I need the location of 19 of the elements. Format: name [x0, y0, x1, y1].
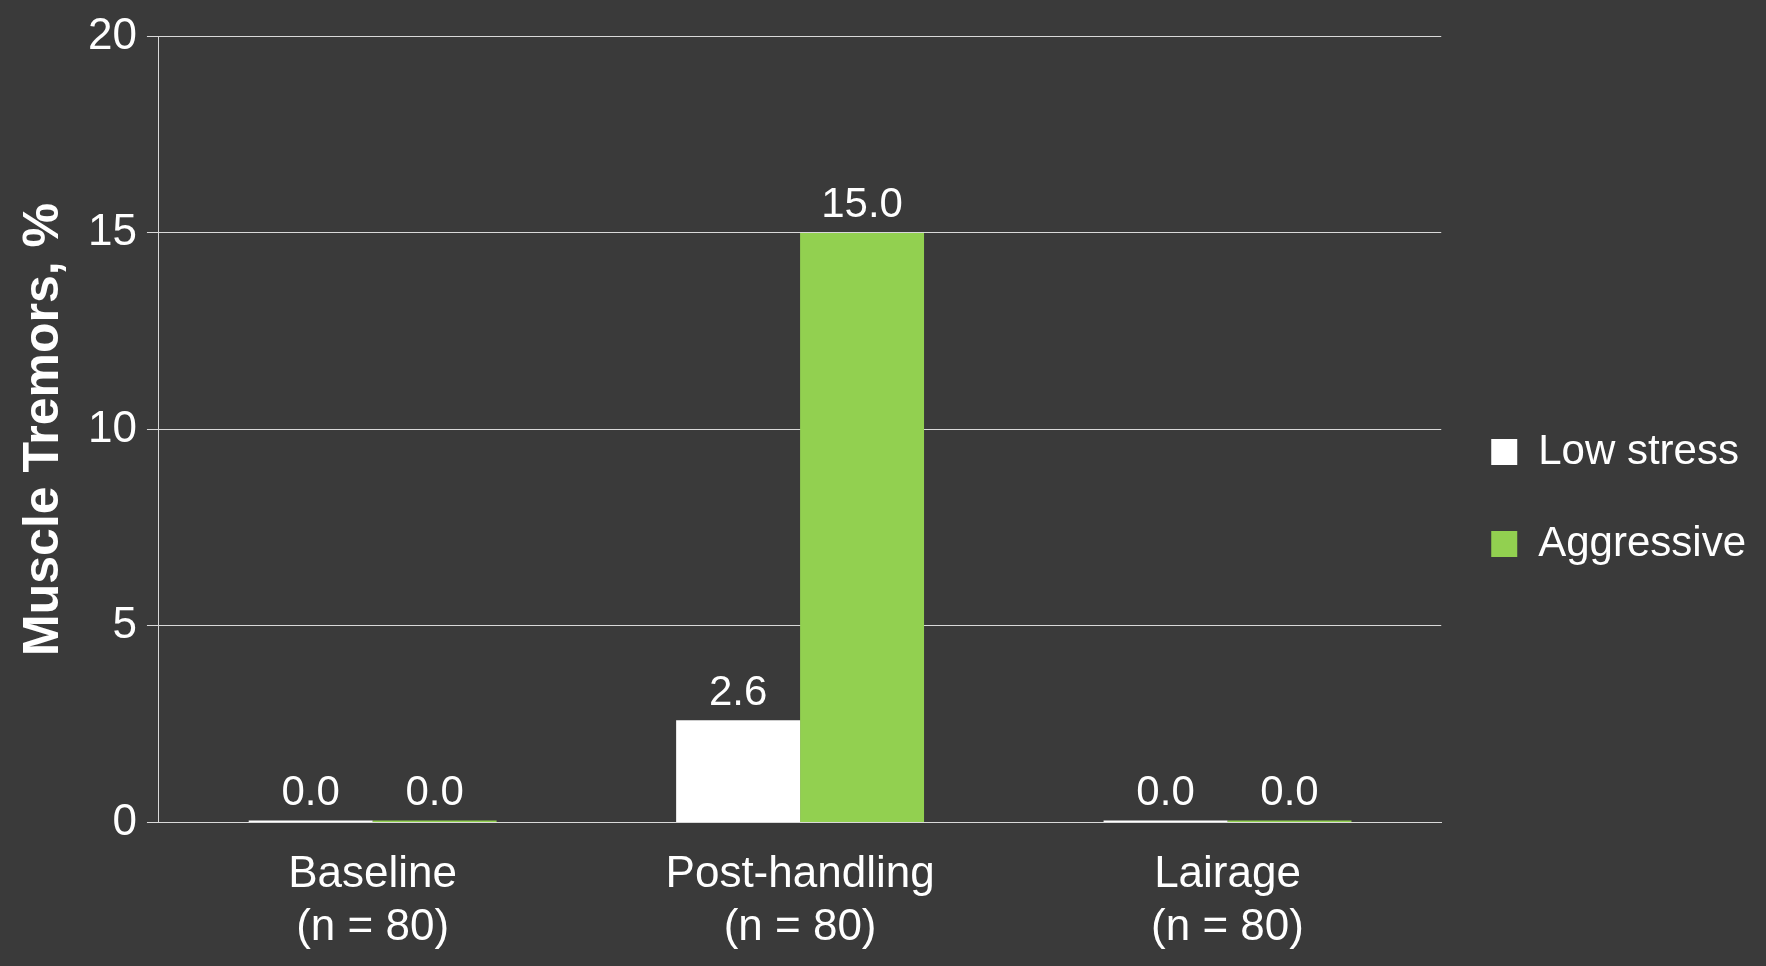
y-tick-label: 15 — [87, 205, 137, 255]
bar — [676, 720, 801, 822]
data-label: 2.6 — [708, 666, 768, 714]
x-tick-label: Baseline (n = 80) — [288, 846, 458, 949]
x-tick-label: Post-handling (n = 80) — [665, 846, 935, 949]
data-label: 0.0 — [281, 766, 340, 814]
y-tick-label: 5 — [112, 598, 137, 648]
legend-label: Low stress — [1538, 425, 1739, 473]
x-tick-label: Lairage (n = 80) — [1151, 846, 1304, 949]
data-label: 0.0 — [405, 766, 464, 814]
data-label: 0.0 — [1260, 766, 1319, 814]
data-label: 15.0 — [821, 179, 903, 227]
data-label: 0.0 — [1136, 766, 1195, 814]
y-axis-title: Muscle Tremors, % — [12, 202, 69, 656]
y-tick-label: 10 — [87, 401, 137, 451]
legend-label: Aggressive — [1538, 517, 1746, 565]
y-tick-label: 20 — [87, 8, 137, 58]
bar — [800, 232, 925, 822]
y-tick-label: 0 — [112, 794, 137, 844]
